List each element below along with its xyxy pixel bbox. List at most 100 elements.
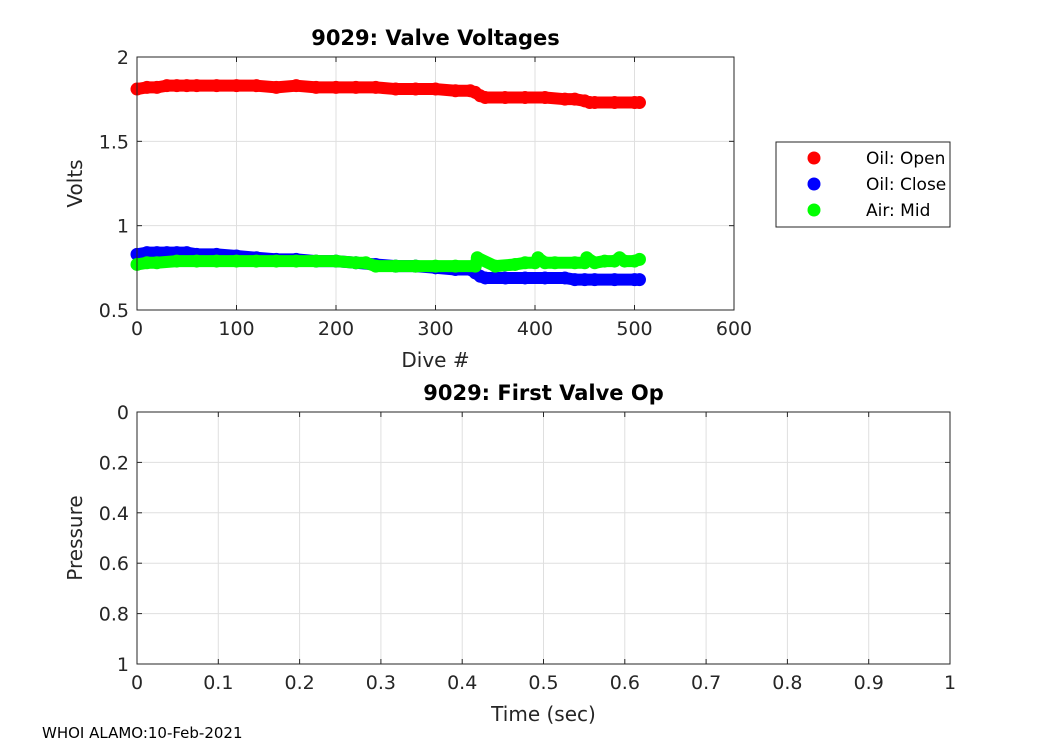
y-tick-label: 0 xyxy=(117,402,129,424)
data-point xyxy=(518,90,532,104)
data-point xyxy=(588,273,602,287)
x-tick-label: 0.7 xyxy=(691,672,721,694)
legend-label: Air: Mid xyxy=(866,201,930,221)
data-point xyxy=(210,79,224,93)
data-point xyxy=(230,254,243,268)
y-tick-label: 0.2 xyxy=(99,452,129,474)
data-point xyxy=(568,92,582,106)
legend-marker xyxy=(807,203,821,217)
valve-voltages-legend: Oil: Open Oil: Close Air: Mid xyxy=(775,141,951,228)
data-point xyxy=(359,256,373,270)
x-tick-label: 0 xyxy=(131,672,143,694)
data-point xyxy=(190,254,204,268)
x-tick-label: 0.9 xyxy=(854,672,884,694)
data-point xyxy=(588,96,602,110)
data-point xyxy=(210,254,224,268)
data-point xyxy=(448,84,462,98)
x-tick-label: 0.2 xyxy=(284,672,314,694)
y-tick-label: 0.4 xyxy=(99,503,129,525)
legend-marker xyxy=(807,151,821,165)
x-tick-label: 0.8 xyxy=(772,672,802,694)
y-tick-label: 1 xyxy=(117,654,129,676)
x-tick-label: 0.6 xyxy=(610,672,640,694)
data-point xyxy=(309,80,323,94)
data-point xyxy=(632,252,646,266)
data-point xyxy=(558,92,572,106)
data-point xyxy=(329,80,343,94)
data-point xyxy=(568,273,582,287)
chart-title: 9029: First Valve Op xyxy=(423,381,664,405)
x-axis-label: Time (sec) xyxy=(490,702,596,726)
data-point xyxy=(190,79,204,93)
data-point xyxy=(578,273,592,287)
data-point xyxy=(478,271,492,285)
legend-marker xyxy=(807,177,821,191)
data-point xyxy=(538,90,552,104)
data-point xyxy=(558,271,572,285)
data-point xyxy=(140,246,154,260)
data-point xyxy=(160,79,174,93)
data-point xyxy=(329,254,343,268)
data-point xyxy=(230,79,243,93)
y-tick-label: 1 xyxy=(117,216,129,238)
data-point xyxy=(618,254,632,268)
x-tick-label: 0.3 xyxy=(366,672,396,694)
data-point xyxy=(289,254,303,268)
data-point xyxy=(568,256,582,270)
y-axis-label: Volts xyxy=(63,159,87,207)
legend-box xyxy=(775,141,951,228)
x-tick-label: 100 xyxy=(218,318,254,340)
x-tick-label: 0.4 xyxy=(447,672,477,694)
data-point xyxy=(488,259,502,273)
y-tick-label: 0.8 xyxy=(99,604,129,626)
data-point xyxy=(478,90,492,104)
y-axis-label: Pressure xyxy=(63,495,87,580)
data-point xyxy=(389,259,403,273)
data-point xyxy=(150,80,164,94)
series-air-mid xyxy=(130,251,646,273)
data-point xyxy=(269,254,283,268)
data-point xyxy=(429,259,442,273)
data-point xyxy=(249,254,263,268)
data-point xyxy=(369,80,383,94)
data-point xyxy=(548,256,562,270)
y-tick-label: 2 xyxy=(117,47,129,69)
data-point xyxy=(150,256,164,270)
data-point xyxy=(389,82,403,96)
data-point xyxy=(608,273,622,287)
data-point xyxy=(632,273,646,287)
data-point xyxy=(429,82,442,96)
y-tick-label: 0.6 xyxy=(99,553,129,575)
y-tick-label: 0.5 xyxy=(99,300,129,322)
data-point xyxy=(349,80,363,94)
data-point xyxy=(508,257,522,271)
data-point xyxy=(369,259,383,273)
data-point xyxy=(470,251,484,265)
x-tick-label: 400 xyxy=(517,318,553,340)
data-point xyxy=(632,96,646,110)
data-point xyxy=(538,256,552,270)
data-point xyxy=(140,80,154,94)
x-tick-label: 500 xyxy=(616,318,652,340)
data-point xyxy=(608,96,622,110)
data-point xyxy=(498,90,512,104)
data-point xyxy=(269,80,283,94)
data-point xyxy=(598,254,612,268)
data-point xyxy=(309,254,323,268)
data-point xyxy=(150,246,164,260)
data-point xyxy=(538,271,552,285)
data-point xyxy=(498,271,512,285)
data-point xyxy=(588,256,602,270)
x-tick-label: 600 xyxy=(716,318,752,340)
footer-stamp: WHOI ALAMO:10-Feb-2021 xyxy=(42,724,243,742)
series-oil-open xyxy=(130,79,646,110)
x-tick-label: 300 xyxy=(417,318,453,340)
legend-label: Oil: Close xyxy=(866,175,946,195)
valve-voltages-axes: 0 100 200 300 400 500 600 0.5 1 1.5 2 9029: Valve V… xyxy=(63,26,752,372)
data-point xyxy=(409,82,423,96)
data-point xyxy=(140,256,154,270)
x-tick-label: 200 xyxy=(318,318,354,340)
data-point xyxy=(170,254,184,268)
x-axis-label: Dive # xyxy=(401,348,469,372)
